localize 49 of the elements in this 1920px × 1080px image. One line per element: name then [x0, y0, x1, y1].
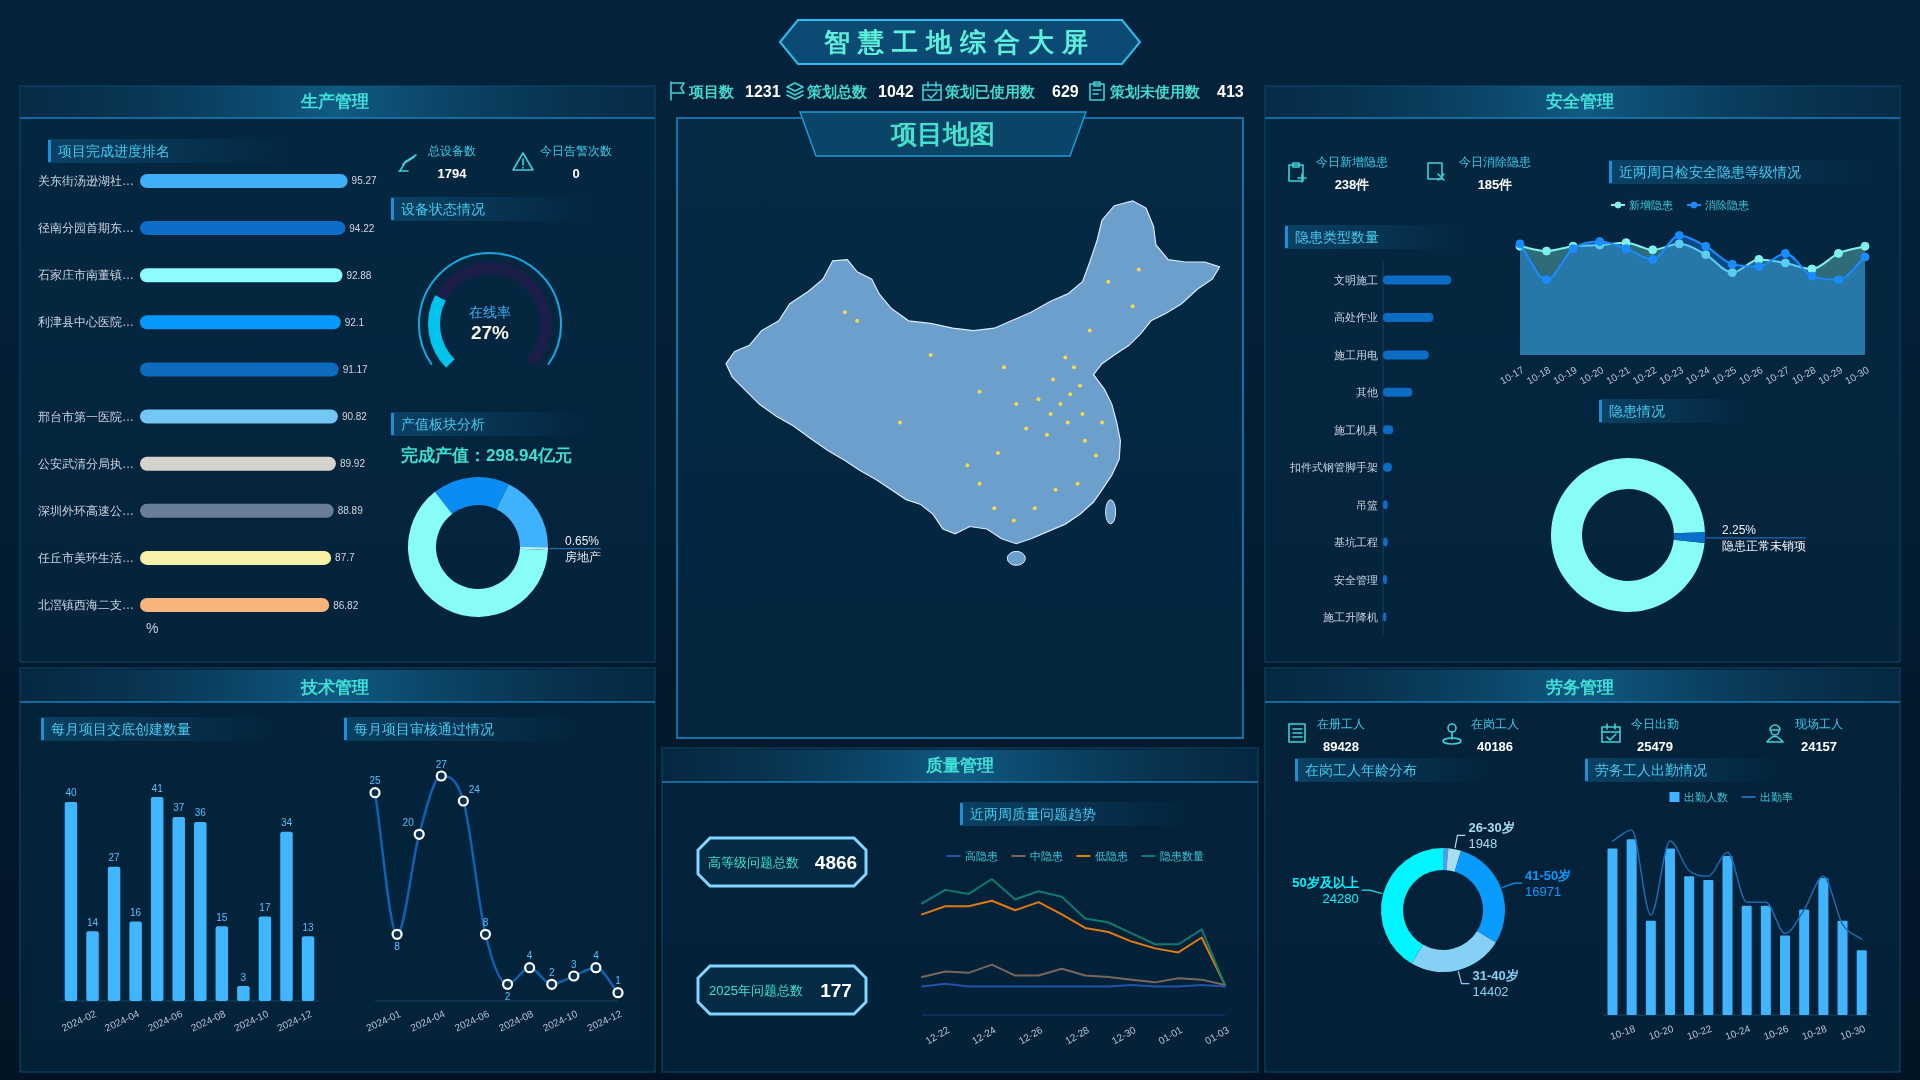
annotation: 策划已使用数 [945, 82, 1035, 100]
title: 隐患类型数量 [1295, 229, 1379, 245]
annotation: 今日消除隐患 [1459, 155, 1531, 169]
title: 隐患情况 [1609, 403, 1665, 419]
annotation: 今日新增隐患 [1316, 155, 1388, 169]
title: 劳务工人出勤情况 [1595, 762, 1707, 778]
annotation: 4866 [814, 851, 858, 873]
annotation: 在岗工人 [1471, 717, 1519, 731]
title: 每月项目交底创建数量 [51, 721, 191, 737]
annotation: 27% [471, 321, 509, 343]
annotation: 0 [572, 165, 580, 181]
title: 项目地图 [891, 119, 995, 149]
title: 项目完成进度排名 [58, 143, 170, 159]
annotation: 今日告警次数 [540, 144, 612, 158]
annotation: 高等级问题总数 [707, 854, 799, 870]
title: 安全管理 [1546, 91, 1614, 111]
annotation: 1042 [878, 82, 914, 100]
annotation: 238件 [1334, 176, 1370, 192]
annotation: 2025年问题总数 [709, 982, 803, 998]
annotation: 策划总数 [807, 82, 867, 100]
title: 近两周质量问题趋势 [970, 806, 1096, 822]
title: 近两周日检安全隐患等级情况 [1619, 164, 1801, 180]
annotation: 185件 [1477, 176, 1513, 192]
annotation: 在册工人 [1317, 717, 1365, 731]
title: 在岗工人年龄分布 [1305, 762, 1417, 778]
title: 设备状态情况 [401, 201, 485, 217]
title: 生产管理 [301, 91, 369, 111]
annotation: 177 [820, 979, 852, 1001]
annotation: 24157 [1800, 738, 1838, 754]
annotation: 89428 [1322, 738, 1360, 754]
title: 技术管理 [301, 677, 369, 697]
subtitle: 完成产值：298.94亿元 [401, 445, 572, 465]
annotation: 1794 [437, 165, 467, 181]
title: 每月项目审核通过情况 [354, 721, 494, 737]
annotation: 1231 [745, 82, 781, 100]
annotation: 总设备数 [428, 144, 476, 158]
annotation: 策划未使用数 [1110, 82, 1200, 100]
annotation: 25479 [1636, 738, 1674, 754]
title: 产值板块分析 [401, 416, 485, 432]
annotation: 项目数 [689, 82, 734, 100]
annotation: 629 [1052, 82, 1079, 100]
title: 智慧工地综合大屏 [824, 27, 1096, 57]
annotation: 今日出勤 [1631, 717, 1679, 731]
annotation: 现场工人 [1795, 717, 1843, 731]
annotation: 40186 [1476, 738, 1514, 754]
annotation: 413 [1217, 82, 1244, 100]
title: 劳务管理 [1546, 677, 1614, 697]
annotation: 在线率 [469, 304, 511, 320]
title: 质量管理 [926, 755, 994, 775]
